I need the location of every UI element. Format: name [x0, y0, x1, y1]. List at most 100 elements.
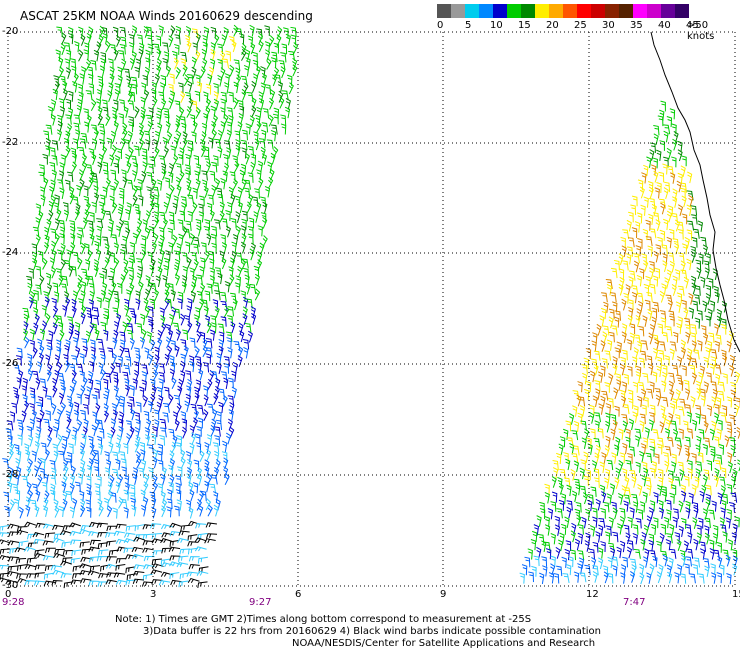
- wind-barb: [74, 401, 80, 414]
- wind-barb: [79, 541, 90, 548]
- wind-barb: [195, 320, 201, 333]
- time-label-mid: 9:27: [249, 597, 272, 608]
- wind-barb: [49, 162, 56, 173]
- wind-barb: [270, 57, 277, 69]
- wind-barb: [8, 448, 14, 461]
- wind-barb: [174, 273, 181, 286]
- wind-barbs: [0, 24, 740, 589]
- wind-barb: [159, 249, 165, 261]
- wind-barb: [214, 450, 220, 463]
- wind-barb: [203, 226, 210, 237]
- wind-barb: [169, 522, 182, 528]
- wind-barb: [186, 571, 198, 577]
- wind-barb: [653, 133, 659, 146]
- wind-barb: [105, 177, 111, 190]
- wind-barb: [610, 267, 618, 279]
- wind-barb: [141, 504, 147, 517]
- wind-barb: [96, 41, 102, 54]
- wind-barb: [62, 490, 68, 503]
- wind-barb: [94, 240, 100, 253]
- wind-barb: [621, 331, 627, 344]
- wind-barb: [685, 331, 691, 344]
- wind-barb: [115, 558, 127, 564]
- wind-barb: [147, 251, 153, 263]
- wind-barb: [623, 494, 631, 505]
- wind-barb: [654, 267, 660, 279]
- wind-barb: [568, 556, 574, 568]
- wind-barb: [695, 468, 701, 480]
- wind-barb: [606, 493, 612, 505]
- wind-barb: [194, 546, 207, 552]
- wind-barb: [205, 97, 212, 110]
- wind-barb: [140, 235, 147, 247]
- legend-swatch: [521, 4, 535, 18]
- wind-barb: [656, 571, 662, 584]
- wind-barb: [280, 52, 287, 63]
- wind-barb: [89, 521, 101, 528]
- wind-barb: [183, 345, 189, 358]
- wind-barb: [90, 99, 97, 111]
- wind-barb: [230, 321, 236, 334]
- wind-barb: [41, 304, 47, 317]
- wind-barb: [45, 312, 51, 325]
- wind-barb: [52, 426, 59, 438]
- wind-barb: [159, 418, 167, 430]
- wind-barb: [62, 305, 68, 317]
- wind-barb: [280, 66, 286, 79]
- wind-barb: [57, 120, 63, 133]
- wind-barb: [109, 154, 115, 167]
- wind-barb: [68, 401, 74, 414]
- wind-barb: [163, 113, 170, 125]
- wind-barb: [721, 499, 727, 512]
- wind-barb: [147, 400, 154, 413]
- wind-barb: [60, 243, 66, 255]
- wind-barb: [7, 523, 20, 529]
- wind-barb: [643, 164, 649, 177]
- wind-barb: [589, 370, 596, 383]
- wind-barb: [647, 245, 653, 257]
- wind-barb: [582, 492, 588, 505]
- wind-barb: [104, 532, 117, 538]
- wind-barb: [657, 323, 663, 335]
- wind-barb: [678, 428, 684, 440]
- wind-barb: [179, 548, 190, 555]
- legend-label: 20: [546, 20, 559, 31]
- wind-barb: [244, 152, 250, 165]
- wind-barb: [96, 338, 104, 349]
- wind-barb: [251, 313, 257, 325]
- wind-barb: [269, 168, 275, 181]
- wind-barb: [123, 106, 129, 118]
- wind-barb: [43, 580, 56, 586]
- wind-barb: [654, 338, 660, 351]
- wind-barb: [642, 228, 649, 241]
- wind-barb: [99, 65, 106, 77]
- wind-barb: [125, 289, 132, 301]
- wind-barb: [62, 498, 68, 511]
- wind-barb: [154, 146, 160, 159]
- wind-barb: [112, 451, 119, 462]
- wind-barb: [690, 357, 698, 369]
- wind-barb: [721, 405, 728, 416]
- wind-barb: [56, 208, 62, 221]
- wind-barb: [58, 219, 66, 231]
- wind-barb: [16, 355, 22, 366]
- wind-barb: [85, 201, 91, 214]
- wind-barb: [155, 113, 162, 125]
- wind-barb: [595, 388, 601, 400]
- wind-barb: [105, 556, 117, 562]
- wind-barb: [96, 88, 103, 101]
- wind-barb: [103, 308, 109, 319]
- wind-barb: [264, 41, 271, 53]
- wind-barb: [54, 194, 60, 206]
- wind-barb: [727, 461, 733, 474]
- wind-barb: [115, 458, 121, 471]
- wind-barb: [689, 364, 696, 376]
- wind-barb: [704, 525, 710, 537]
- wind-barb: [132, 378, 138, 390]
- wind-barb: [169, 162, 175, 175]
- wind-barb: [696, 435, 702, 448]
- wind-barb: [100, 368, 106, 381]
- wind-barb: [110, 130, 117, 143]
- wind-barb: [223, 466, 229, 478]
- wind-barb: [604, 445, 610, 457]
